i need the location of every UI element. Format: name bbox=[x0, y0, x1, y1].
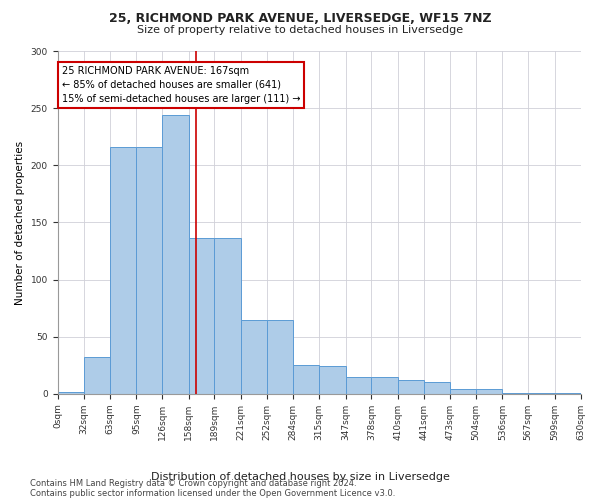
Text: Distribution of detached houses by size in Liversedge: Distribution of detached houses by size … bbox=[151, 472, 449, 482]
Text: Contains public sector information licensed under the Open Government Licence v3: Contains public sector information licen… bbox=[30, 488, 395, 498]
Bar bbox=[110, 147, 136, 394]
Bar bbox=[424, 382, 450, 394]
Bar bbox=[188, 238, 214, 394]
Text: Size of property relative to detached houses in Liversedge: Size of property relative to detached ho… bbox=[137, 25, 463, 35]
Bar bbox=[267, 320, 293, 394]
Bar bbox=[58, 392, 84, 394]
Bar bbox=[476, 390, 502, 394]
Bar bbox=[398, 380, 424, 394]
Text: 25, RICHMOND PARK AVENUE, LIVERSEDGE, WF15 7NZ: 25, RICHMOND PARK AVENUE, LIVERSEDGE, WF… bbox=[109, 12, 491, 26]
Bar bbox=[528, 393, 555, 394]
Bar bbox=[136, 147, 162, 394]
Text: Contains HM Land Registry data © Crown copyright and database right 2024.: Contains HM Land Registry data © Crown c… bbox=[30, 478, 356, 488]
Bar bbox=[371, 377, 398, 394]
Text: 25 RICHMOND PARK AVENUE: 167sqm
← 85% of detached houses are smaller (641)
15% o: 25 RICHMOND PARK AVENUE: 167sqm ← 85% of… bbox=[62, 66, 300, 104]
Bar bbox=[450, 390, 476, 394]
Bar bbox=[346, 377, 371, 394]
Bar bbox=[555, 393, 581, 394]
Y-axis label: Number of detached properties: Number of detached properties bbox=[15, 140, 25, 304]
Bar bbox=[319, 366, 346, 394]
Bar bbox=[241, 320, 267, 394]
Bar bbox=[84, 358, 110, 394]
Bar bbox=[162, 115, 188, 394]
Bar bbox=[502, 393, 528, 394]
Bar bbox=[214, 238, 241, 394]
Bar bbox=[293, 366, 319, 394]
